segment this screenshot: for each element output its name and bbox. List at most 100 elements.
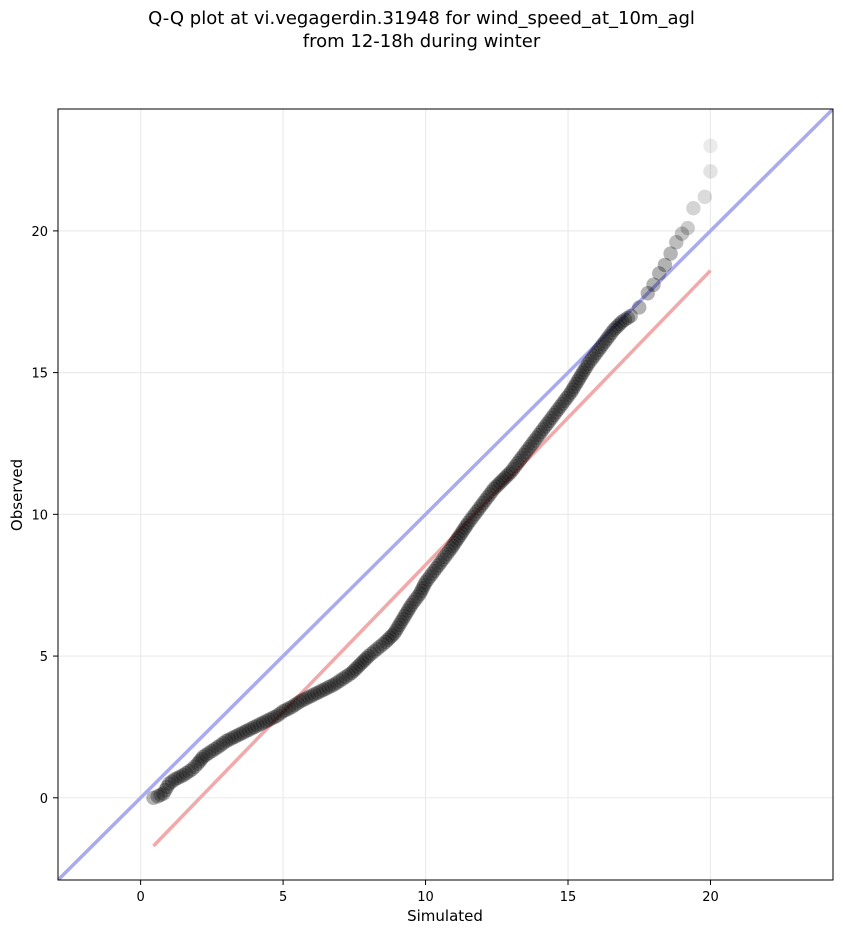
data-point [338,669,353,685]
data-point [295,692,311,708]
data-point [674,226,690,241]
data-point [497,471,512,486]
data-point [567,379,582,394]
data-point [623,308,638,324]
data-point [461,515,476,531]
data-point [469,504,485,519]
data-point [422,569,438,584]
data-point [542,413,557,429]
data-point [499,468,514,484]
data-point [514,450,529,465]
data-point [221,732,237,747]
data-point [505,461,521,477]
data-point [179,766,194,781]
data-point [510,456,525,471]
data-point [160,779,175,795]
data-point [241,722,257,737]
data-point [304,688,319,703]
data-point [697,189,712,205]
data-point [210,740,225,755]
data-point [471,501,487,516]
plot-frame [57,108,834,881]
data-point [354,655,370,670]
data-point [324,678,339,694]
x-tick-label: 20 [702,890,719,905]
data-point [523,439,538,454]
data-point [484,484,500,499]
data-point [527,433,542,448]
data-point [561,388,576,403]
x-tick-label: 5 [279,890,287,905]
data-point [680,220,695,236]
data-point [267,709,282,725]
data-point [548,405,564,420]
data-point [435,552,450,567]
data-point [380,632,396,647]
chart-title-line2: from 12-18h during winter [302,31,541,52]
data-point [398,606,414,621]
x-axis-label: Simulated [407,907,483,925]
chart-title-line1: Q-Q plot at vi.vegagerdin.31948 for wind… [148,8,695,29]
data-point [390,620,405,635]
data-point [270,708,285,723]
data-point [364,646,379,661]
data-point [620,310,636,326]
data-point [580,356,596,372]
data-point [454,525,469,541]
data-point [273,706,288,721]
data-point [410,589,425,604]
data-point [447,536,462,551]
data-point [414,583,429,599]
data-point [582,354,598,369]
data-point [173,769,188,784]
data-point [415,580,430,596]
data-point [258,714,274,729]
data-point [617,312,633,327]
data-point [544,410,559,426]
data-point [382,630,398,645]
data-point [437,549,452,565]
data-point [491,477,506,492]
data-point [467,507,482,522]
data-point [465,509,480,525]
data-point [307,687,322,702]
data-point [392,617,407,633]
data-point [344,665,359,681]
data-point [579,359,594,375]
data-point [669,235,684,250]
data-point [632,300,647,315]
data-point [480,490,495,505]
data-point [253,716,268,732]
data-point [703,138,718,154]
data-point [402,600,417,616]
data-point [529,430,544,446]
data-point [640,286,655,301]
data-point [424,566,440,582]
data-point [156,786,171,801]
data-point [443,541,459,556]
data-point [332,673,348,688]
data-point [176,767,191,783]
data-point [557,393,572,409]
data-point [589,345,604,360]
data-point [312,684,328,699]
data-point [184,762,200,777]
data-point [587,348,602,363]
data-point [318,681,334,696]
data-point [412,586,428,601]
data-point [495,473,510,488]
data-point [508,458,523,474]
y-tick-label: 5 [40,650,48,665]
data-point [261,712,277,728]
reference-lines [58,109,833,880]
data-point [450,530,466,546]
data-point [361,648,376,664]
data-point [348,661,363,677]
data-point [150,789,165,804]
data-point [281,701,296,716]
data-point [153,787,168,803]
data-point [416,578,432,593]
y-axis-ticks: 0 5 10 15 20 [31,225,58,807]
data-point [369,641,385,657]
